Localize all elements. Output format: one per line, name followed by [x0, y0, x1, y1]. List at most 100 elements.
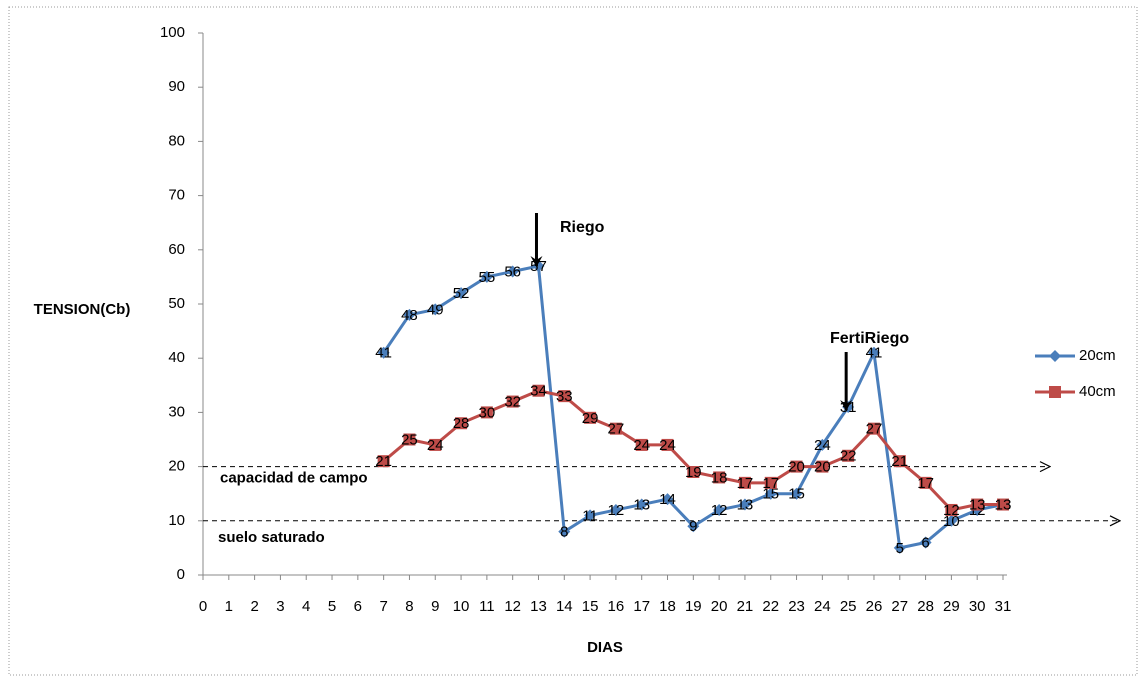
- x-tick-label: 14: [556, 598, 573, 615]
- legend-marker: [1049, 386, 1061, 398]
- data-label: 9: [689, 518, 697, 535]
- y-tick-label: 90: [168, 78, 185, 95]
- x-tick-label: 0: [199, 598, 207, 615]
- marker: [403, 433, 416, 446]
- data-label: 41: [866, 345, 883, 362]
- legend-label: 20cm: [1079, 347, 1116, 364]
- data-label: 8: [560, 524, 568, 541]
- marker: [377, 346, 390, 359]
- y-tick-label: 0: [177, 566, 185, 583]
- annotation-label: FertiRiego: [830, 330, 909, 347]
- marker: [738, 498, 751, 511]
- data-label: 21: [891, 453, 908, 470]
- y-axis-title: TENSION(Cb): [34, 301, 131, 318]
- y-tick-label: 10: [168, 512, 185, 529]
- x-tick-label: 27: [891, 598, 908, 615]
- data-label: 24: [633, 437, 650, 454]
- data-label: 17: [762, 475, 779, 492]
- marker: [558, 390, 571, 403]
- data-label: 17: [917, 475, 934, 492]
- marker: [429, 438, 442, 451]
- marker: [532, 384, 545, 397]
- marker: [893, 455, 906, 468]
- y-tick-label: 50: [168, 295, 185, 312]
- data-label: 22: [840, 448, 857, 465]
- x-tick-label: 25: [840, 598, 857, 615]
- chart-border: [8, 6, 1138, 676]
- marker: [584, 509, 597, 522]
- marker: [816, 460, 829, 473]
- x-tick-label: 6: [354, 598, 362, 615]
- x-tick-label: 10: [453, 598, 470, 615]
- x-tick-label: 21: [737, 598, 754, 615]
- data-label: 49: [427, 301, 444, 318]
- data-label: 29: [582, 410, 599, 427]
- y-tick-label: 40: [168, 349, 185, 366]
- data-label: 48: [401, 307, 418, 324]
- x-axis-title: DIAS: [587, 639, 623, 656]
- data-label: 19: [685, 464, 702, 481]
- y-tick-label: 70: [168, 187, 185, 204]
- data-label: 55: [479, 269, 496, 286]
- data-label: 57: [530, 258, 547, 275]
- marker: [687, 520, 700, 533]
- x-tick-label: 2: [250, 598, 258, 615]
- x-tick-label: 12: [504, 598, 521, 615]
- data-label: 11: [582, 507, 598, 524]
- data-label: 52: [453, 285, 470, 302]
- data-label: 28: [453, 415, 470, 432]
- y-tick-label: 60: [168, 241, 185, 258]
- marker: [506, 265, 519, 278]
- marker: [403, 308, 416, 321]
- data-label: 18: [711, 469, 728, 486]
- x-tick-label: 20: [711, 598, 728, 615]
- x-tick-label: 11: [479, 598, 495, 615]
- data-label: 25: [401, 431, 418, 448]
- reference-label: suelo saturado: [218, 529, 325, 546]
- data-label: 24: [427, 437, 444, 454]
- data-label: 13: [969, 497, 986, 514]
- marker: [764, 487, 777, 500]
- marker: [945, 503, 958, 516]
- x-tick-label: 3: [276, 598, 284, 615]
- y-tick-label: 100: [160, 24, 185, 41]
- series-line: [382, 389, 1003, 512]
- marker: [816, 438, 829, 451]
- data-label: 27: [866, 421, 883, 438]
- marker: [635, 498, 648, 511]
- marker: [790, 460, 803, 473]
- marker: [429, 303, 442, 316]
- y-tick-label: 30: [168, 403, 185, 420]
- x-tick-label: 26: [866, 598, 883, 615]
- marker: [764, 476, 777, 489]
- data-label: 12: [943, 502, 960, 519]
- marker: [687, 466, 700, 479]
- x-tick-label: 18: [659, 598, 676, 615]
- x-tick-label: 19: [685, 598, 702, 615]
- marker: [919, 536, 932, 549]
- data-label: 10: [943, 513, 960, 530]
- x-tick-label: 9: [431, 598, 439, 615]
- data-label: 34: [530, 383, 547, 400]
- data-label: 5: [896, 540, 904, 557]
- marker: [919, 476, 932, 489]
- data-label: 15: [788, 486, 805, 503]
- marker: [609, 503, 622, 516]
- marker: [997, 498, 1009, 511]
- marker: [971, 498, 984, 511]
- marker: [377, 455, 390, 468]
- marker: [867, 422, 880, 435]
- x-tick-label: 29: [943, 598, 960, 615]
- marker: [842, 449, 855, 462]
- x-tick-label: 7: [379, 598, 387, 615]
- data-label: 17: [737, 475, 754, 492]
- data-label: 13: [995, 497, 1012, 514]
- reference-label: capacidad de campo: [220, 470, 368, 487]
- data-label: 56: [504, 263, 521, 280]
- data-label: 13: [633, 497, 650, 514]
- y-tick-label: 80: [168, 132, 185, 149]
- annotation-label: Riego: [560, 219, 605, 236]
- x-tick-label: 5: [328, 598, 336, 615]
- x-tick-label: 31: [995, 598, 1012, 615]
